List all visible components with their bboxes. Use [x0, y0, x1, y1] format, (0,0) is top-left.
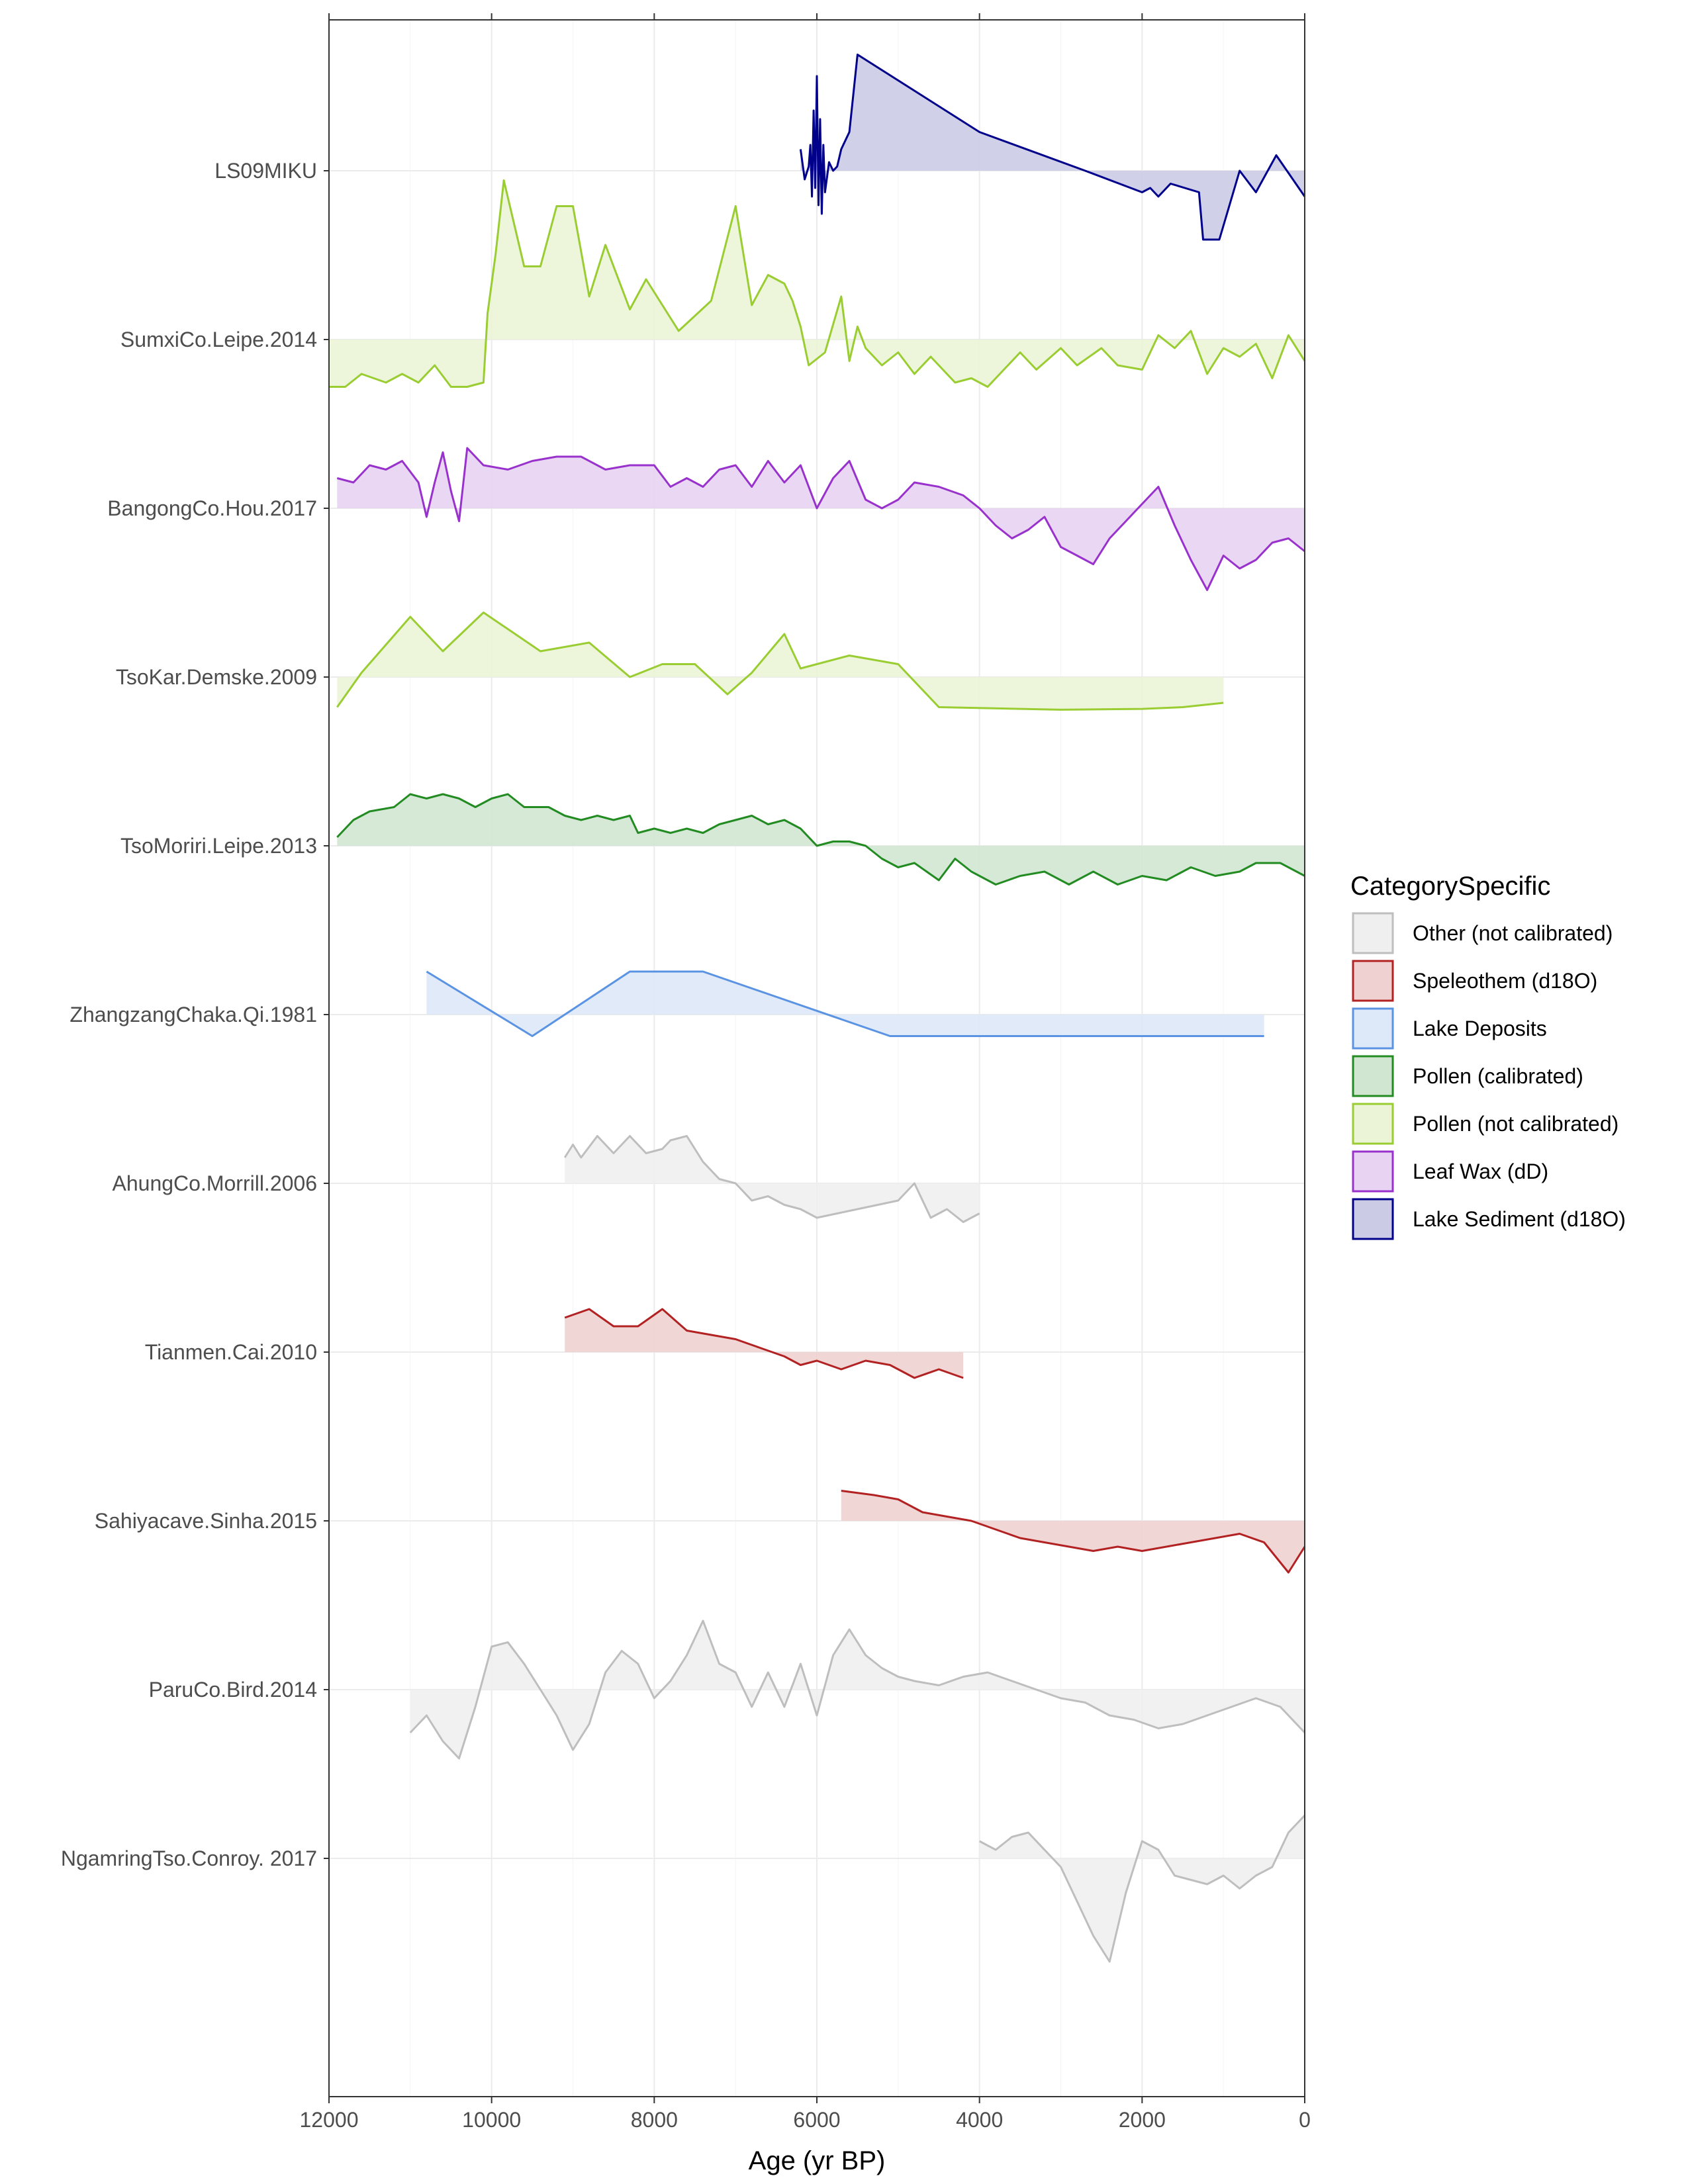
- series-layer: [329, 54, 1306, 1963]
- series-area: [337, 612, 1224, 710]
- legend-label: Leaf Wax (dD): [1413, 1160, 1548, 1183]
- series-area: [800, 54, 1305, 240]
- x-tick-label: 2000: [1119, 2108, 1166, 2132]
- y-tick-label: SumxiCo.Leipe.2014: [120, 328, 317, 351]
- grid-layer: [328, 20, 1305, 2097]
- series-line: [564, 1308, 964, 1379]
- series-line: [409, 1619, 1306, 1760]
- y-tick-label: LS09MIKU: [214, 159, 317, 183]
- x-tick-label: 4000: [956, 2108, 1003, 2132]
- legend-label: Lake Deposits: [1413, 1017, 1547, 1040]
- x-tick-labels: 12000 10000 8000 6000 4000 2000 0: [300, 2108, 1311, 2132]
- series-area: [337, 794, 1305, 885]
- series-line: [336, 612, 1224, 711]
- y-tick-label: ParuCo.Bird.2014: [149, 1678, 317, 1702]
- x-tick-label: 8000: [631, 2108, 678, 2132]
- series-line: [426, 970, 1264, 1037]
- series-area: [841, 1490, 1305, 1572]
- legend-key: [1352, 912, 1394, 954]
- series-line: [336, 793, 1305, 886]
- y-tick-label: ZhangzangChaka.Qi.1981: [70, 1003, 317, 1026]
- x-axis-title: Age (yr BP): [749, 2146, 886, 2175]
- legend-key: [1352, 1198, 1394, 1240]
- legend-key: [1352, 1103, 1394, 1145]
- series-area: [410, 1621, 1305, 1758]
- series-line: [799, 54, 1306, 241]
- series-line: [841, 1490, 1306, 1574]
- x-tick-label: 0: [1299, 2108, 1311, 2132]
- legend-label: Lake Sediment (d18O): [1413, 1207, 1626, 1231]
- series-area: [565, 1136, 980, 1222]
- y-tick-label: BangongCo.Hou.2017: [107, 496, 317, 520]
- legend-title: CategorySpecific: [1350, 872, 1550, 901]
- legend-label: Speleothem (d18O): [1413, 969, 1597, 993]
- y-tick-labels: LS09MIKU SumxiCo.Leipe.2014 BangongCo.Hou.…: [61, 159, 317, 1870]
- series-line: [329, 179, 1306, 388]
- series-area: [337, 448, 1305, 590]
- series-line: [978, 1814, 1306, 1963]
- legend-key: [1352, 1055, 1394, 1097]
- y-tick-label: TsoKar.Demske.2009: [116, 665, 317, 689]
- y-tick-label: TsoMoriri.Leipe.2013: [120, 834, 317, 858]
- legend-entries: Other (not calibrated) Speleothem (d18O) L…: [1352, 912, 1626, 1240]
- axis-layer: [324, 13, 1305, 2103]
- legend-label: Pollen (calibrated): [1413, 1064, 1583, 1088]
- y-tick-label: NgamringTso.Conroy. 2017: [61, 1846, 317, 1870]
- series-area: [426, 972, 1264, 1036]
- x-tick-label: 10000: [462, 2108, 521, 2132]
- legend-label: Other (not calibrated): [1413, 921, 1613, 945]
- legend-key: [1352, 1007, 1394, 1050]
- series-area: [979, 1815, 1305, 1962]
- series-area: [565, 1309, 964, 1378]
- series-line: [336, 447, 1305, 591]
- legend-key: [1352, 960, 1394, 1002]
- y-tick-label: Sahiyacave.Sinha.2015: [95, 1509, 317, 1533]
- x-tick-label: 6000: [793, 2108, 840, 2132]
- series-area: [329, 180, 1305, 387]
- legend: CategorySpecific Other (not calibrated) S…: [1350, 872, 1626, 1240]
- series-line: [563, 1135, 980, 1223]
- legend-label: Pollen (not calibrated): [1413, 1112, 1618, 1136]
- y-tick-label: AhungCo.Morrill.2006: [113, 1171, 318, 1195]
- y-tick-label: Tianmen.Cai.2010: [145, 1340, 317, 1364]
- x-tick-label: 12000: [300, 2108, 359, 2132]
- legend-key: [1352, 1150, 1394, 1193]
